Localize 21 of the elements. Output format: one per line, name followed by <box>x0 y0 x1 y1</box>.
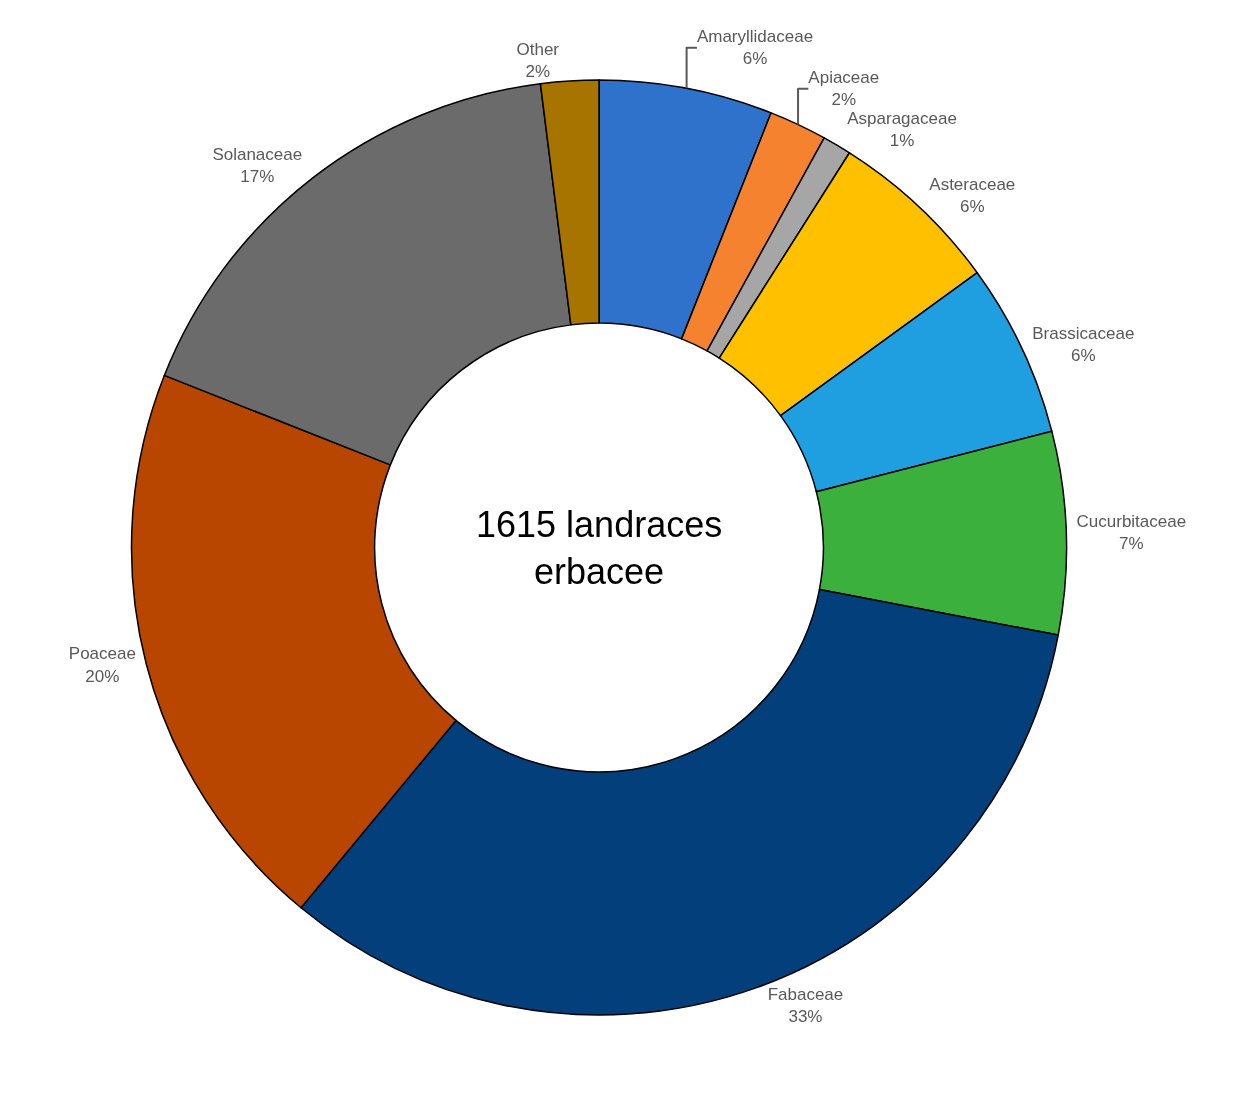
slice-label: Cucurbitaceae <box>1076 512 1187 532</box>
slice-label: Asparagaceae <box>847 109 957 129</box>
slice-label: Poaceae <box>68 644 136 664</box>
data-label: 1% <box>889 131 915 151</box>
data-label: 6% <box>742 49 768 69</box>
data-label: 6% <box>1071 346 1096 366</box>
data-label: 2% <box>831 90 857 110</box>
slice-label: Solanaceae <box>212 144 303 164</box>
data-label: 20% <box>85 666 120 686</box>
slice-label: Brassicaceae <box>1032 324 1135 344</box>
text: 1615 landraces erbacee <box>476 504 723 592</box>
data-label: 6% <box>960 197 985 217</box>
data-label: 33% <box>788 1007 823 1027</box>
slice-label: Apiaceae <box>808 68 880 88</box>
slice-label: Fabaceae <box>767 985 844 1004</box>
data-label: 17% <box>240 166 275 186</box>
slice-label: Amaryllidaceae <box>696 27 814 47</box>
data-label: 7% <box>1119 534 1144 554</box>
slice-label: Asteraceae <box>929 175 1016 195</box>
data-label: 2% <box>525 62 551 81</box>
slice-label: Other <box>516 39 560 59</box>
